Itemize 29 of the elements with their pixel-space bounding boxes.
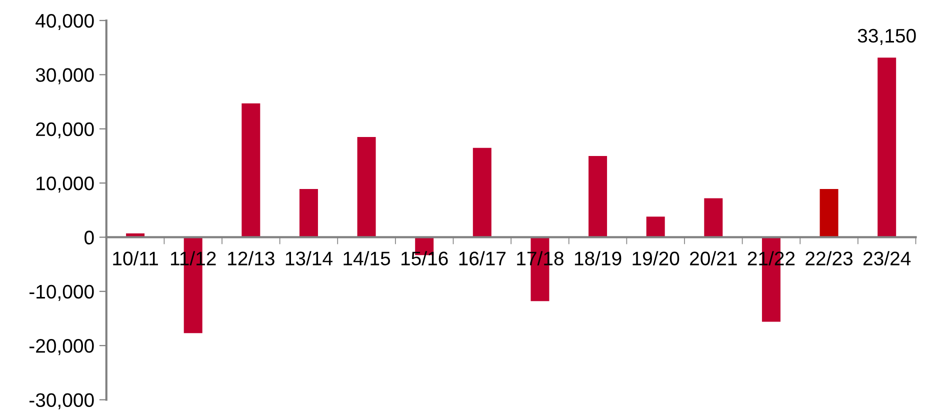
bar: [820, 188, 838, 238]
bar: [472, 148, 492, 238]
x-tick-label: 20/21: [690, 251, 737, 266]
y-tick-label: 30,000: [36, 68, 94, 84]
y-tick-label: 20,000: [36, 122, 94, 138]
y-tick-label: 40,000: [36, 14, 94, 30]
x-tick-label: 10/11: [113, 251, 158, 266]
y-tick-label: -30,000: [29, 393, 94, 410]
x-tick-label: 14/15: [344, 251, 390, 266]
y-tick-label: -20,000: [29, 339, 94, 356]
bar: [878, 58, 896, 238]
bar: [242, 103, 260, 238]
x-tick-label: 13/14: [286, 251, 332, 266]
y-tick-label: 10,000: [36, 176, 94, 193]
x-tick-label: 16/17: [459, 251, 506, 266]
bar: [588, 156, 608, 238]
x-tick-label: 12/13: [228, 251, 274, 266]
x-tick-label: 18/19: [574, 251, 622, 266]
bar: [704, 198, 723, 238]
x-tick-label: 23/24: [863, 251, 911, 266]
y-tick-label: 0: [84, 230, 94, 244]
bar: [357, 136, 376, 238]
bar: [646, 216, 665, 238]
y-tick-label: -10,000: [29, 284, 94, 301]
bar: [299, 188, 318, 238]
x-tick-label: 15/16: [402, 251, 448, 266]
x-tick-label: 22/23: [806, 251, 853, 266]
data-label: 33,150: [858, 28, 916, 45]
x-tick-label: 19/20: [632, 251, 680, 266]
